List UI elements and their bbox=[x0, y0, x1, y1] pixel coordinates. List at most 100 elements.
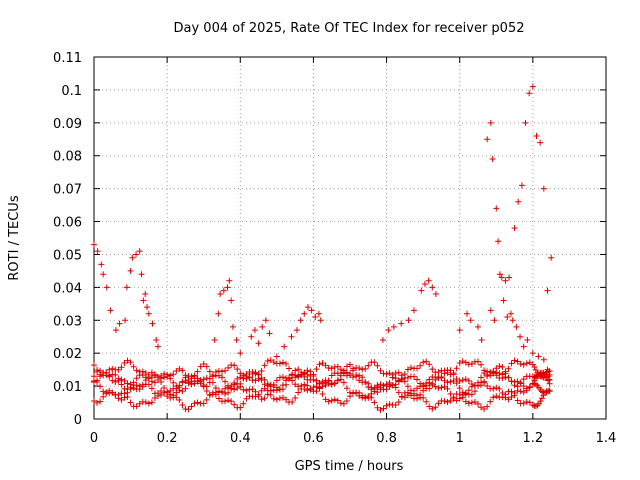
data-point bbox=[414, 395, 421, 402]
data-point bbox=[164, 388, 171, 395]
data-point bbox=[124, 357, 131, 364]
data-point bbox=[407, 364, 414, 371]
data-point bbox=[248, 333, 255, 340]
data-point bbox=[222, 385, 229, 392]
data-point bbox=[124, 380, 131, 387]
data-point bbox=[94, 399, 101, 406]
data-point bbox=[279, 374, 286, 381]
data-point bbox=[301, 310, 308, 317]
data-point bbox=[456, 378, 463, 385]
data-point bbox=[343, 372, 350, 379]
data-point bbox=[288, 333, 295, 340]
data-point bbox=[386, 401, 393, 408]
data-point bbox=[435, 385, 442, 392]
data-point bbox=[237, 380, 244, 387]
data-point bbox=[450, 394, 457, 401]
data-point bbox=[517, 380, 524, 387]
data-point bbox=[182, 378, 189, 385]
data-point bbox=[144, 304, 151, 311]
data-point bbox=[447, 371, 454, 378]
data-point bbox=[493, 393, 500, 400]
data-point bbox=[286, 374, 293, 381]
data-point bbox=[293, 327, 300, 334]
data-point bbox=[270, 381, 277, 388]
data-point bbox=[312, 313, 319, 320]
data-point bbox=[499, 375, 506, 382]
data-point bbox=[444, 379, 451, 386]
data-point bbox=[325, 398, 332, 405]
data-point bbox=[414, 365, 421, 372]
data-point bbox=[404, 383, 411, 390]
data-point bbox=[127, 267, 134, 274]
data-point bbox=[377, 367, 384, 374]
data-point bbox=[426, 361, 433, 368]
data-point bbox=[103, 284, 110, 291]
data-point bbox=[121, 377, 128, 384]
data-point bbox=[462, 390, 469, 397]
data-point bbox=[426, 403, 433, 410]
data-point bbox=[404, 389, 411, 396]
data-point bbox=[258, 396, 265, 403]
data-point bbox=[411, 387, 417, 394]
data-point bbox=[97, 383, 104, 390]
data-point bbox=[464, 310, 471, 317]
data-point bbox=[194, 368, 201, 375]
data-point bbox=[465, 387, 472, 394]
data-point bbox=[316, 380, 323, 387]
data-point bbox=[255, 391, 262, 398]
y-tick-label: 0.06 bbox=[53, 216, 82, 231]
data-point bbox=[334, 377, 341, 384]
data-point bbox=[496, 363, 503, 370]
y-tick-label: 0.09 bbox=[53, 117, 82, 132]
data-point bbox=[420, 383, 427, 390]
data-point bbox=[371, 359, 378, 366]
data-point bbox=[395, 389, 402, 396]
data-point bbox=[317, 317, 324, 324]
data-point bbox=[356, 365, 363, 372]
data-point bbox=[540, 356, 547, 363]
y-tick-label: 0 bbox=[74, 413, 82, 428]
data-point bbox=[544, 366, 551, 373]
data-point bbox=[103, 389, 110, 396]
data-point bbox=[493, 384, 500, 391]
data-point bbox=[401, 378, 408, 385]
data-point bbox=[340, 379, 347, 386]
data-point bbox=[509, 317, 516, 324]
data-point bbox=[456, 391, 463, 398]
data-point bbox=[209, 373, 216, 380]
data-point bbox=[499, 394, 506, 401]
data-point bbox=[467, 317, 474, 324]
data-point bbox=[148, 399, 155, 406]
data-point bbox=[475, 382, 481, 389]
data-point bbox=[112, 379, 119, 386]
data-point bbox=[520, 361, 527, 368]
data-point bbox=[133, 251, 140, 258]
data-point bbox=[234, 385, 241, 392]
data-point bbox=[322, 396, 329, 403]
data-point bbox=[206, 368, 213, 375]
data-point bbox=[475, 358, 481, 365]
data-point bbox=[203, 375, 210, 382]
data-point bbox=[91, 379, 97, 386]
data-point bbox=[340, 367, 347, 374]
data-point bbox=[109, 377, 116, 384]
data-point bbox=[462, 359, 469, 366]
data-point bbox=[425, 277, 432, 284]
data-point bbox=[371, 388, 378, 395]
data-point bbox=[289, 399, 296, 406]
data-point bbox=[258, 374, 265, 381]
data-point bbox=[356, 392, 363, 399]
data-point bbox=[385, 327, 392, 334]
data-point bbox=[252, 393, 259, 400]
data-points bbox=[91, 83, 555, 413]
data-point bbox=[222, 398, 229, 405]
data-point bbox=[91, 241, 97, 248]
data-point bbox=[471, 388, 478, 395]
data-point bbox=[475, 400, 481, 407]
data-point bbox=[362, 365, 369, 372]
data-point bbox=[173, 385, 180, 392]
data-point bbox=[212, 385, 219, 392]
data-point bbox=[298, 369, 305, 376]
data-point bbox=[484, 136, 491, 143]
data-point bbox=[529, 83, 536, 90]
